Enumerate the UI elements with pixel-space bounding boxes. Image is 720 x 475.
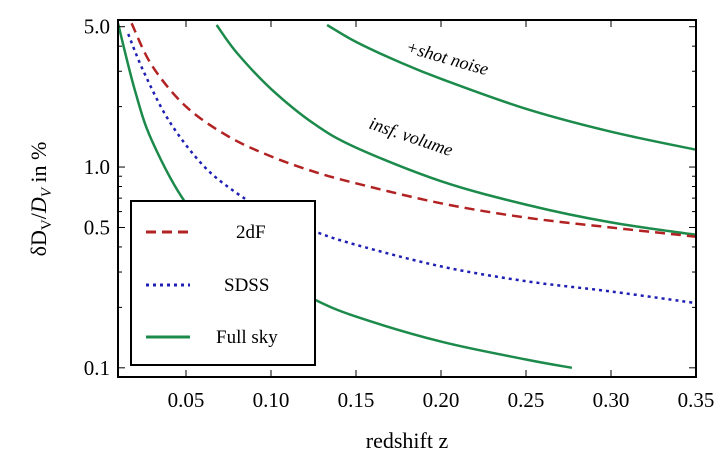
legend: 2dF SDSS Full sky [130, 200, 316, 366]
x-tick-label: 0.30 [593, 388, 630, 412]
reference-curve-shot-noise [326, 23, 696, 151]
x-tick-label: 0.05 [168, 388, 205, 412]
x-tick-label: 0.35 [678, 388, 715, 412]
x-tick-label: 0.15 [338, 388, 375, 412]
series-line-2df [130, 22, 696, 238]
y-tick-label: 0.1 [84, 356, 110, 380]
reference-curve-insf-volume [215, 24, 696, 237]
annotation-insf-volume: insf. volume [367, 113, 456, 160]
y-tick-label: 5.0 [84, 15, 110, 39]
legend-label-sdss: SDSS [224, 275, 269, 296]
x-tick-label: 0.20 [423, 388, 460, 412]
plot-frame [117, 19, 697, 378]
annotation-shot-noise: +shot noise [404, 37, 491, 80]
ticks-layer: 0.05 0.10 0.15 0.20 0.25 0.30 0.35 0.1 0.5 1.0 5.0 [84, 15, 715, 412]
y-tick-label: 1.0 [84, 155, 110, 179]
legend-label-2df: 2dF [236, 222, 266, 243]
x-axis-title: redshift z [366, 428, 449, 453]
y-tick-label: 0.5 [84, 215, 110, 239]
y-axis-title: δDV/DV in % [26, 142, 55, 257]
x-tick-label: 0.25 [508, 388, 545, 412]
x-tick-label: 0.10 [253, 388, 290, 412]
legend-label-full-sky: Full sky [216, 327, 278, 348]
